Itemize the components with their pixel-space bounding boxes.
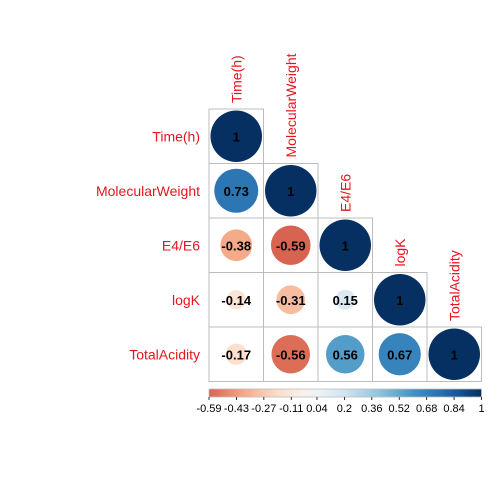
coefficient-label: -0.38 <box>221 238 251 253</box>
colorbar-tick-label: 0.36 <box>361 403 382 415</box>
coefficient-label: 1 <box>233 129 240 144</box>
column-labels: Time(h) MolecularWeight E4/E6 logK TotalAcid… <box>228 53 462 321</box>
correlation-circle <box>325 334 365 374</box>
column-label: Time(h) <box>228 55 244 103</box>
colorbar-tick-label: 1 <box>478 403 484 415</box>
correlation-circle <box>265 165 317 217</box>
grid-cell <box>426 326 482 382</box>
grid <box>208 108 482 382</box>
colorbar: -0.59 -0.43 -0.27 -0.11 0.04 0.2 0.36 0.52 0.68 0… <box>196 388 485 415</box>
coefficient-label: 1 <box>451 347 458 362</box>
colorbar-tick-label: 0.52 <box>389 403 410 415</box>
correlation-circle <box>226 290 246 310</box>
coefficient-label: -0.14 <box>221 293 251 308</box>
coefficient-label: 0.56 <box>333 347 358 362</box>
correlation-circle <box>214 168 259 213</box>
column-label: MolecularWeight <box>283 53 299 157</box>
colorbar-gradient <box>208 388 482 398</box>
colorbar-tick-label: -0.27 <box>251 403 276 415</box>
column-label: logK <box>392 238 408 267</box>
correlation-circle <box>378 333 421 376</box>
correlation-circles <box>210 110 480 380</box>
coefficient-label: 0.67 <box>387 347 412 362</box>
colorbar-tick-label: 0.04 <box>306 403 327 415</box>
correlation-circle <box>210 110 262 162</box>
column-label: TotalAcidity <box>446 250 462 321</box>
column-label: E4/E6 <box>337 174 353 212</box>
colorbar-tick-label: -0.11 <box>279 403 303 415</box>
correlation-circle <box>319 219 371 271</box>
correlation-circle <box>220 229 253 262</box>
correlation-circle <box>374 274 426 326</box>
coefficient-label: 0.15 <box>333 293 358 308</box>
correlation-circle <box>335 289 356 310</box>
coefficient-label: -0.17 <box>221 347 251 362</box>
row-label: TotalAcidity <box>129 346 200 362</box>
coefficient-label: 0.73 <box>224 184 249 199</box>
colorbar-tick-label: -0.59 <box>196 403 221 415</box>
correlation-circle <box>270 225 311 266</box>
coefficient-label: 1 <box>287 184 294 199</box>
row-label: Time(h) <box>152 128 200 144</box>
row-label: logK <box>172 292 201 308</box>
correlation-circle <box>428 328 480 380</box>
coefficient-label: -0.56 <box>276 347 306 362</box>
coefficient-label: 1 <box>396 293 403 308</box>
coefficient-label: 1 <box>342 238 349 253</box>
row-label: MolecularWeight <box>96 183 200 199</box>
correlation-circle <box>225 343 247 365</box>
coefficient-label: -0.31 <box>276 293 306 308</box>
colorbar-tick-label: 0.2 <box>337 403 352 415</box>
colorbar-tick-label: 0.68 <box>416 403 437 415</box>
correlation-circle <box>271 334 311 374</box>
colorbar-tick-label: -0.43 <box>224 403 249 415</box>
row-label: E4/E6 <box>162 237 200 253</box>
correlation-circle <box>276 285 306 315</box>
row-labels: Time(h) MolecularWeight E4/E6 logK TotalAcid… <box>96 128 201 362</box>
colorbar-tick-label: 0.84 <box>443 403 464 415</box>
coefficient-label: -0.59 <box>276 238 306 253</box>
coefficient-labels: 1 0.73 1 -0.38 -0.59 1 -0.14 -0.31 0.15 1 -0.17 -0.… <box>221 129 457 362</box>
